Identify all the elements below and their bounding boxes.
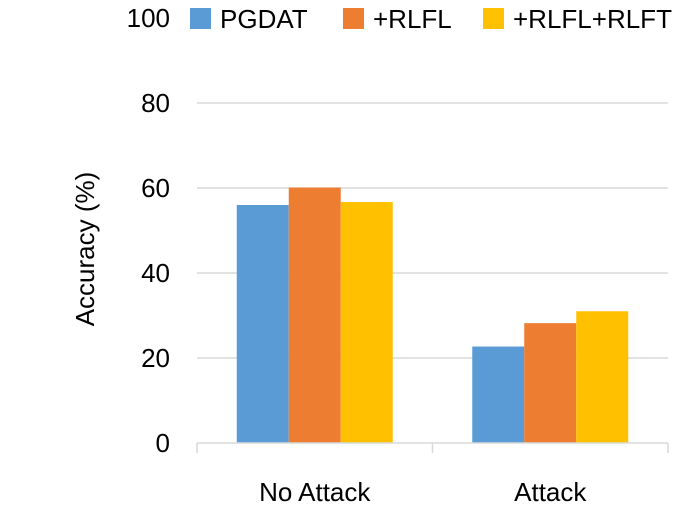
category-labels: No Attack Attack [259, 477, 587, 506]
y-tick-label: 80 [141, 88, 170, 118]
y-tick-label: 100 [127, 3, 170, 33]
legend-label: +RLFL [373, 4, 452, 34]
bar-rlfl-rlft-attack [576, 311, 629, 443]
y-axis-label: Accuracy (%) [70, 172, 100, 327]
bars [236, 187, 629, 443]
y-tick-label: 40 [141, 258, 170, 288]
legend-swatch [343, 8, 364, 29]
y-tick-label: 0 [156, 428, 170, 458]
legend-swatch [190, 8, 211, 29]
bar-pgdat-no-attack [236, 205, 289, 443]
category-label: Attack [514, 477, 587, 506]
bar-rlfl-attack [524, 323, 577, 443]
bar-rlfl-no-attack [288, 187, 341, 443]
legend-label: PGDAT [220, 4, 308, 34]
x-axis [196, 442, 669, 453]
y-axis-ticks: 0 20 40 60 80 100 [127, 3, 170, 458]
legend: PGDAT +RLFL +RLFL+RLFT [190, 4, 672, 34]
y-tick-label: 20 [141, 343, 170, 373]
bar-pgdat-attack [472, 346, 525, 443]
y-tick-label: 60 [141, 173, 170, 203]
legend-swatch [483, 8, 504, 29]
bar-rlfl-rlft-no-attack [340, 202, 393, 443]
legend-label: +RLFL+RLFT [513, 4, 672, 34]
category-label: No Attack [259, 477, 371, 506]
